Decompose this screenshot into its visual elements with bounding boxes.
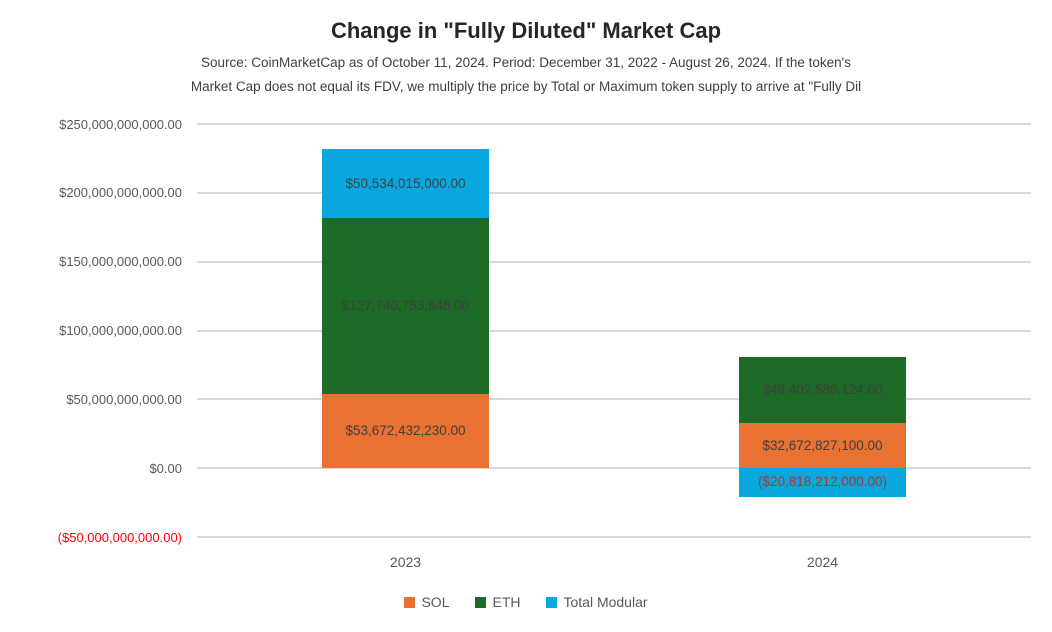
- bar-segment-total-modular-2024: [739, 468, 906, 497]
- gridline: [197, 260, 1031, 263]
- bar-segment-total-modular-2023: [322, 148, 489, 219]
- legend: SOL ETH Total Modular: [0, 594, 1052, 610]
- gridline: [197, 467, 1031, 470]
- legend-item-sol: SOL: [404, 594, 449, 610]
- gridline: [197, 536, 1031, 538]
- y-axis-tick-label: $0.00: [149, 460, 182, 476]
- gridline: [197, 123, 1031, 125]
- gridline: [197, 398, 1031, 401]
- legend-label: Total Modular: [563, 594, 648, 610]
- bar-segment-sol-2023: [322, 394, 489, 469]
- legend-label: SOL: [421, 594, 450, 610]
- legend-swatch-icon: [546, 596, 558, 608]
- y-axis-tick-label: $50,000,000,000.00: [66, 391, 182, 407]
- legend-item-eth: ETH: [475, 594, 520, 610]
- x-axis-category-label-2023: 2023: [389, 554, 422, 570]
- data-label-eth-2023: $127,740,753,846.00: [341, 298, 470, 314]
- chart-title: Change in "Fully Diluted" Market Cap: [330, 18, 722, 43]
- x-axis-category-label-2024: 2024: [806, 554, 839, 570]
- y-axis-tick-label: $200,000,000,000.00: [59, 185, 182, 201]
- y-axis-tick-label: $250,000,000,000.00: [59, 116, 182, 132]
- data-label-sol-2024: $32,672,827,100.00: [762, 437, 883, 453]
- gridline: [197, 329, 1031, 332]
- y-axis-tick-label: $100,000,000,000.00: [59, 323, 182, 338]
- legend-label: ETH: [492, 594, 521, 610]
- data-label-total-modular-2024: ($20,818,212,000.00): [757, 474, 888, 490]
- gridline: [197, 191, 1031, 194]
- chart-subtitle-line-1: Source: CoinMarketCap as of October 11, …: [201, 55, 851, 70]
- legend-swatch-icon: [404, 596, 416, 608]
- data-label-total-modular-2023: $50,534,015,000.00: [345, 175, 466, 191]
- data-label-sol-2023: $53,672,432,230.00: [345, 423, 466, 439]
- bar-segment-eth-2024: [739, 356, 906, 424]
- bar-segment-eth-2023: [322, 218, 489, 395]
- chart-subtitle-line-2: Market Cap does not equal its FDV, we mu…: [190, 79, 862, 94]
- legend-swatch-icon: [475, 596, 487, 608]
- legend-item-total-modular: Total Modular: [546, 594, 648, 610]
- y-axis-tick-label: ($50,000,000,000.00): [57, 529, 182, 545]
- data-label-eth-2024: $48,402,586,124.00: [762, 381, 883, 397]
- y-axis-tick-label: $150,000,000,000.00: [59, 254, 182, 270]
- bar-segment-sol-2024: [739, 423, 906, 469]
